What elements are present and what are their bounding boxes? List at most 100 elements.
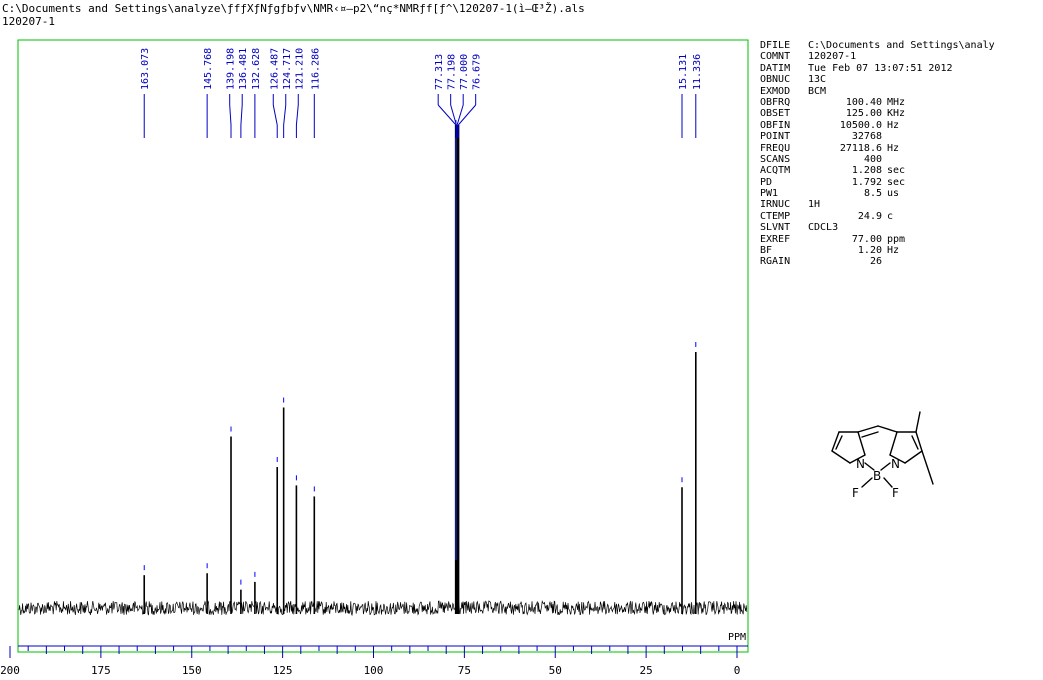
x-tick-label: 200	[0, 664, 20, 677]
param-row: ACQTM 1.208 sec	[760, 165, 995, 176]
noise-trace	[18, 599, 748, 617]
x-tick-label: 75	[458, 664, 471, 677]
param-value: 10500.0	[839, 119, 882, 131]
param-unit: us	[887, 188, 900, 200]
param-row: CTEMP 24.9 c	[760, 211, 995, 222]
peak-label-connector	[450, 104, 457, 126]
acquisition-parameters: DFILE C:\Documents and Settings\analy COMN…	[760, 40, 995, 268]
atom-n-left: N	[856, 457, 865, 471]
param-row: OBNUC 13C	[760, 74, 995, 85]
param-row: COMNT 120207-1	[760, 51, 995, 62]
param-row: OBFRQ 100.40 MHz	[760, 97, 995, 108]
peak-label: 124.717	[282, 48, 293, 90]
param-unit: c	[887, 210, 894, 222]
x-tick-label: 175	[91, 664, 111, 677]
param-name: PW1	[760, 188, 779, 200]
peak-label: 76.679	[472, 54, 483, 90]
peaks-layer	[143, 120, 697, 614]
param-unit: ppm	[887, 233, 906, 245]
x-tick-label: 0	[734, 664, 741, 677]
x-tick-label: 25	[640, 664, 653, 677]
param-value: 24.9	[857, 210, 882, 222]
x-tick-label: 100	[364, 664, 384, 677]
param-name: OBSET	[760, 108, 791, 120]
x-tick-label: 50	[549, 664, 562, 677]
param-row: OBFIN 10500.0 Hz	[760, 120, 995, 131]
param-row: SCANS 400	[760, 154, 995, 165]
x-axis: 200 175 150 125 100 75 50 25 0	[0, 645, 748, 677]
param-row: PW1 8.5 us	[760, 188, 995, 199]
peak-label-connector	[240, 104, 243, 126]
param-name: COMNT	[760, 51, 791, 63]
param-name: PD	[760, 176, 773, 188]
param-name: DATIM	[760, 62, 791, 74]
param-unit: sec	[887, 165, 906, 177]
param-row: SLVNT CDCL3	[760, 222, 995, 233]
x-axis-label: PPM	[728, 632, 746, 643]
param-name: SCANS	[760, 153, 791, 165]
peak-labels: 163.073 145.768 139.198 136.481 132.628 126.4…	[140, 48, 703, 138]
param-value: 1.792	[851, 176, 882, 188]
param-row: EXMOD BCM	[760, 86, 995, 97]
param-value: 27118.6	[839, 142, 882, 154]
param-name: BF	[760, 245, 773, 257]
param-row: BF 1.20 Hz	[760, 245, 995, 256]
peak-label: 132.628	[251, 48, 262, 90]
peak-label: 116.286	[310, 48, 321, 90]
file-header: C:\Documents and Settings\analyze\ƒfƒXƒN…	[2, 2, 585, 28]
peak-label-connector	[457, 104, 477, 126]
param-unit: Hz	[887, 119, 900, 131]
peak-label: 126.487	[269, 48, 280, 90]
peak-label-connector	[229, 104, 232, 126]
molecule-atoms: N N B F F	[852, 457, 900, 500]
param-unit: Hz	[887, 142, 900, 154]
param-value: BCM	[808, 85, 827, 97]
param-value: 100.40	[845, 96, 882, 108]
peak-label: 136.481	[238, 48, 249, 90]
param-name: EXMOD	[760, 85, 791, 97]
peak-label: 11.336	[692, 54, 703, 90]
param-value: 77.00	[851, 233, 882, 245]
param-row: OBSET 125.00 KHz	[760, 108, 995, 119]
param-row: POINT 32768	[760, 131, 995, 142]
param-name: CTEMP	[760, 210, 791, 222]
peak-label: 77.313	[434, 54, 445, 90]
param-unit: Hz	[887, 245, 900, 257]
atom-f-left: F	[852, 486, 859, 500]
sample-id: 120207-1	[2, 15, 55, 28]
plot-frame	[17, 39, 749, 653]
param-value: 13C	[808, 74, 827, 86]
param-name: RGAIN	[760, 256, 791, 268]
param-name: IRNUC	[760, 199, 791, 211]
param-name: POINT	[760, 131, 791, 143]
peak-label: 139.198	[226, 48, 237, 90]
param-value: 32768	[851, 131, 882, 143]
x-tick-label: 125	[273, 664, 293, 677]
param-value: 120207-1	[808, 51, 857, 63]
param-row: EXREF 77.00 ppm	[760, 234, 995, 245]
param-row: RGAIN 26	[760, 256, 995, 267]
param-row: DFILE C:\Documents and Settings\analy	[760, 40, 995, 51]
molecule-bonds	[831, 411, 934, 488]
param-value: 1H	[808, 199, 821, 211]
peak-label-connector	[437, 104, 457, 126]
param-row: IRNUC 1H	[760, 199, 995, 210]
param-row: DATIM Tue Feb 07 13:07:51 2012	[760, 63, 995, 74]
file-path: C:\Documents and Settings\analyze\ƒfƒXƒN…	[2, 2, 585, 15]
param-name: DFILE	[760, 40, 791, 51]
param-value: 8.5	[863, 188, 882, 200]
baseline-noise	[18, 599, 748, 617]
x-tick-label: 150	[182, 664, 202, 677]
peak-label-connector	[283, 104, 287, 126]
param-row: FREQU 27118.6 Hz	[760, 143, 995, 154]
param-value: Tue Feb 07 13:07:51 2012	[808, 62, 953, 74]
param-unit: KHz	[887, 108, 906, 120]
param-value: 26	[869, 256, 882, 268]
param-value: 1.20	[857, 245, 882, 257]
peak-label: 77.000	[459, 54, 470, 90]
peak-label-connector	[295, 104, 299, 126]
peak-label-connector	[272, 104, 278, 126]
peak-label: 121.210	[294, 48, 305, 90]
